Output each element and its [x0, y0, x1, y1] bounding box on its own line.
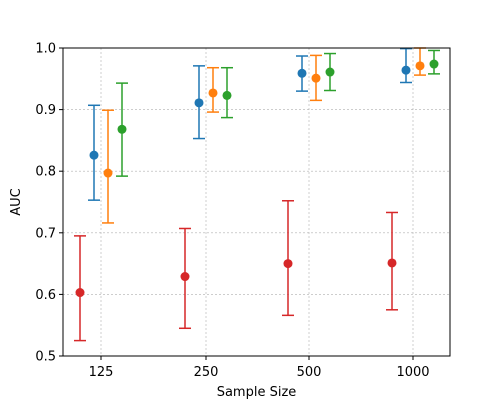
data-point [103, 168, 113, 178]
y-tick-label: 0.7 [35, 226, 56, 241]
y-ticks: 0.5 0.6 0.7 0.8 0.9 1.0 [35, 42, 63, 365]
series-1 [102, 47, 426, 224]
data-point [194, 98, 204, 108]
x-tick-label: 125 [89, 365, 114, 380]
data-point [222, 90, 232, 100]
series-0 [88, 47, 412, 201]
y-tick-label: 0.8 [35, 165, 56, 180]
data-point [283, 259, 293, 269]
data-point [415, 61, 425, 71]
y-axis-label: AUC [9, 188, 24, 216]
y-tick-label: 0.6 [35, 288, 56, 303]
y-tick-label: 0.9 [35, 103, 56, 118]
data-point [387, 258, 397, 268]
x-tick-label: 250 [194, 365, 219, 380]
data-point [429, 59, 439, 69]
x-tick-label: 1000 [396, 365, 429, 380]
data-point [117, 124, 127, 134]
data-point [311, 73, 321, 83]
y-tick-label: 0.5 [35, 350, 56, 365]
x-axis-label: Sample Size [217, 385, 297, 400]
data-point [180, 272, 190, 282]
x-tick-label: 500 [297, 365, 322, 380]
data-point [297, 68, 307, 78]
error-bar-marks [74, 47, 440, 342]
series-2 [116, 49, 440, 177]
data-point [75, 288, 85, 298]
plot-frame [62, 47, 451, 357]
x-ticks: 125 250 500 1000 [89, 356, 430, 380]
series-3 [74, 200, 398, 342]
data-point [325, 67, 335, 77]
data-point [89, 150, 99, 160]
data-point [208, 88, 218, 98]
data-point [401, 65, 411, 75]
gridlines [63, 47, 450, 357]
y-tick-label: 1.0 [35, 42, 56, 57]
